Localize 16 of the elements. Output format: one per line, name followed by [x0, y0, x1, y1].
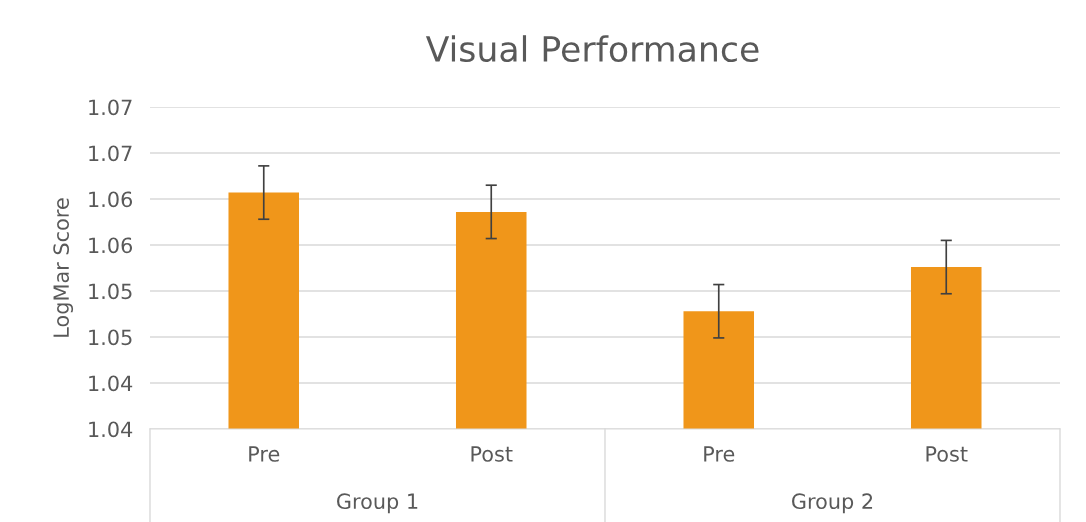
x-tick-label: Post: [926, 446, 968, 462]
y-tick-label: 1.06: [89, 237, 133, 254]
y-tick-label: 1.06: [89, 191, 133, 208]
y-tick-label: 1.07: [89, 145, 132, 162]
y-tick-label: 1.04: [89, 375, 133, 392]
y-tick-label: 1.07: [89, 99, 132, 116]
y-tick-label: 1.05: [89, 283, 132, 300]
text: Group 2: [792, 493, 873, 514]
x-tick-label: Post: [471, 446, 513, 462]
chart-title: Visual Performance: [425, 35, 759, 63]
x-tick-label: Pre: [249, 446, 280, 462]
y-tick-label: 1.05: [89, 329, 132, 346]
y-tick-label: 1.04: [89, 421, 133, 438]
x-tick-label: Pre: [704, 446, 735, 462]
text: Group 1: [337, 493, 418, 514]
y-axis-title: LogMar Score: [53, 198, 74, 337]
